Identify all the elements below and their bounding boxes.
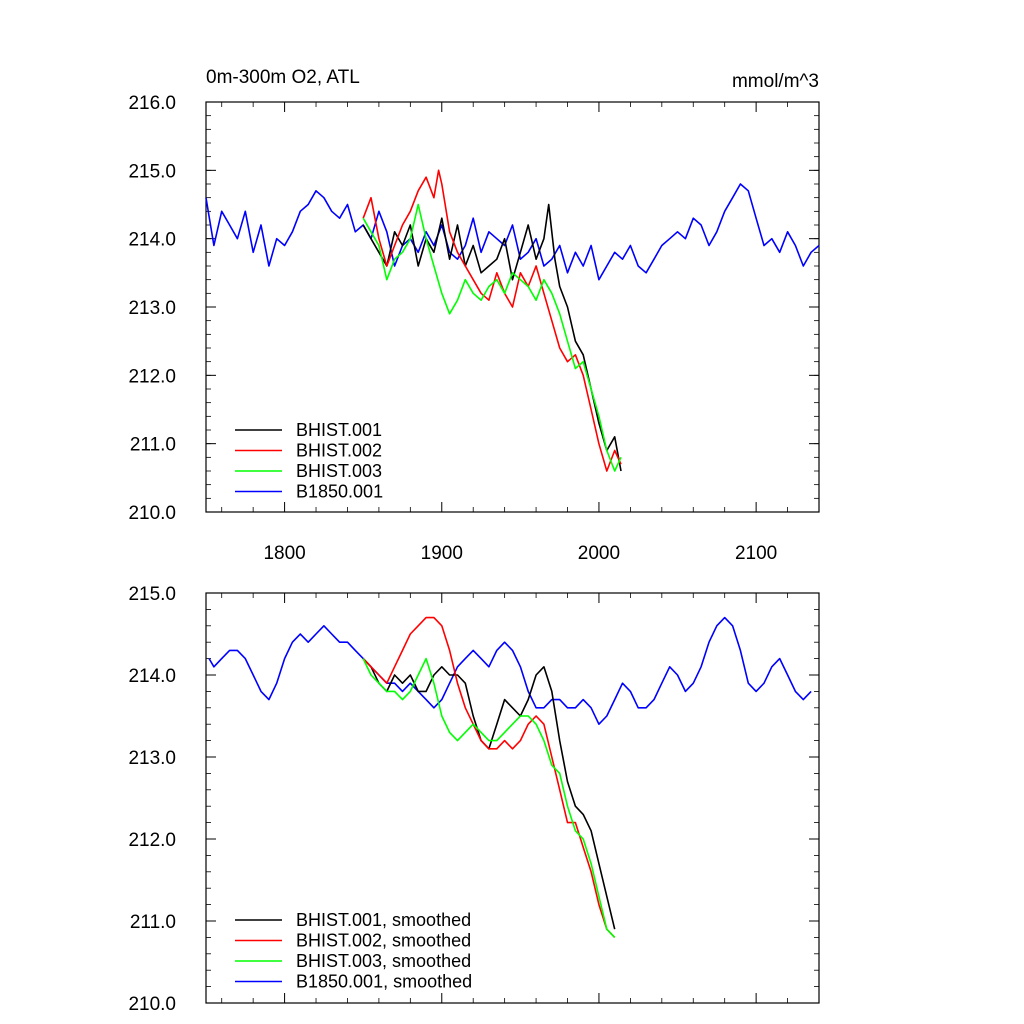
series-line-bhist-003-smoothed (362, 657, 616, 938)
legend-label: BHIST.003 (296, 461, 382, 481)
y-tick-label: 212.0 (128, 366, 176, 387)
legend-label: BHIST.003, smoothed (296, 951, 471, 971)
y-tick-label: 213.0 (128, 748, 176, 769)
bottom-series-lines (208, 616, 812, 938)
y-tick-label: 210.0 (128, 994, 176, 1015)
series-line-b1850-001-smoothed (208, 616, 812, 726)
legend-label: BHIST.001 (296, 420, 382, 440)
x-tick-label: 1900 (421, 543, 463, 564)
y-tick-label: 213.0 (128, 298, 176, 319)
y-tick-label: 215.0 (128, 161, 176, 182)
top-series-lines (205, 169, 820, 472)
top-axis-ticks: 210.0 211.0 212.0 213.0 214.0 215.0 216.0 1800 1… (128, 93, 820, 564)
series-line-bhist-002 (362, 169, 622, 472)
y-tick-label: 216.0 (128, 93, 176, 114)
legend-label: B1850.001 (296, 482, 383, 502)
bottom-axis-ticks: 210.0 211.0 212.0 213.0 214.0 215.0 (128, 584, 820, 1015)
legend-label: BHIST.002 (296, 441, 382, 461)
series-line-bhist-001-smoothed (362, 658, 616, 930)
series-line-bhist-003 (362, 203, 622, 472)
top-panel: 0m-300m O2, ATL mmol/m^3 210.0 211.0 212.0… (128, 67, 820, 564)
bottom-plot-frame (205, 592, 820, 1004)
y-tick-label: 211.0 (130, 435, 176, 456)
bottom-panel: 210.0 211.0 212.0 213.0 214.0 215.0 BHIST.001… (128, 584, 820, 1015)
series-line-b1850-001 (205, 183, 820, 281)
legend-label: BHIST.001, smoothed (296, 910, 471, 930)
y-tick-label: 210.0 (128, 503, 176, 524)
y-tick-label: 212.0 (128, 830, 176, 851)
x-tick-label: 2100 (735, 543, 777, 564)
y-tick-label: 214.0 (128, 666, 176, 687)
series-line-bhist-001 (362, 203, 622, 472)
x-tick-label: 1800 (263, 543, 305, 564)
x-tick-label: 2000 (578, 543, 620, 564)
top-plot-title: 0m-300m O2, ATL (206, 67, 360, 88)
y-tick-label: 215.0 (128, 584, 176, 605)
legend-label: BHIST.002, smoothed (296, 931, 471, 951)
y-tick-label: 214.0 (128, 230, 176, 251)
y-tick-label: 211.0 (130, 912, 176, 933)
legend-label: B1850.001, smoothed (296, 972, 472, 992)
top-plot-units: mmol/m^3 (732, 71, 819, 92)
